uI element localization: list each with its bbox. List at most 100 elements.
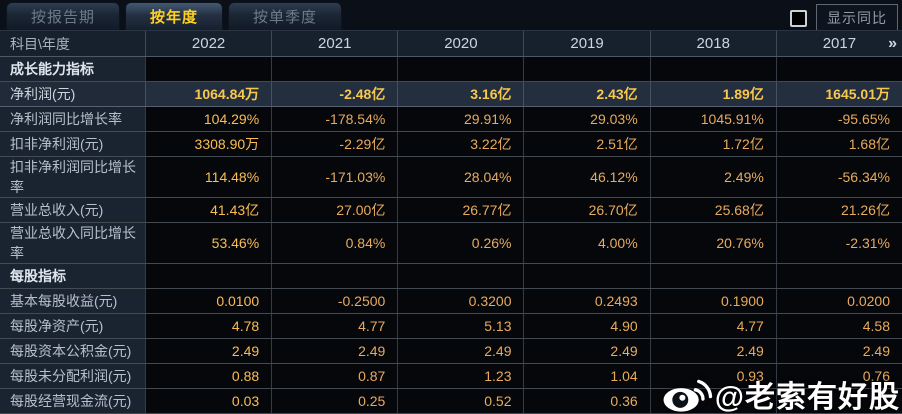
cell-value	[523, 57, 649, 81]
cell-value	[397, 264, 523, 288]
cell-value: 0.3200	[397, 289, 523, 313]
year-label: 2018	[696, 35, 730, 52]
cell-value: 29.03%	[523, 107, 649, 131]
year-label: 2017	[822, 35, 857, 52]
cell-value: 0.76	[775, 364, 902, 388]
table-header-row: 科目\年度 2022 2021 2020 2019 2018 2017 »	[0, 31, 902, 57]
cell-value: 1.68亿	[775, 132, 902, 156]
tab-1[interactable]: 按报告期	[6, 2, 121, 30]
cell-value: 4.58	[775, 314, 902, 338]
cell-value: 3.22亿	[397, 132, 523, 156]
table-row: 每股经营现金流(元) 0.03 0.25 0.52 0.36	[0, 389, 902, 414]
year-header-2020: 2020	[397, 31, 523, 56]
show-yoy-checkbox[interactable]	[790, 9, 807, 27]
show-yoy-label[interactable]: 显示同比	[816, 4, 898, 32]
table-row: 扣非净利润同比增长率 114.48% -171.03% 28.04% 46.12% 2.4…	[0, 157, 902, 198]
table-row: 营业总收入(元) 41.43亿 27.00亿 26.77亿 26.70亿 25.68亿 21…	[0, 198, 902, 223]
cell-value: 1.23	[397, 364, 523, 388]
cell-value: 46.12%	[523, 157, 649, 197]
cell-value: 20.76%	[649, 223, 776, 263]
row-label: 每股经营现金流(元)	[0, 389, 145, 413]
cell-value: 0.03	[145, 389, 271, 413]
cell-value: -171.03%	[271, 157, 397, 197]
cell-value	[271, 57, 397, 81]
cell-value: 2.49%	[649, 157, 776, 197]
cell-value: 27.00亿	[271, 198, 397, 222]
table-row: 净利润同比增长率 104.29% -178.54% 29.91% 29.03% 1045.…	[0, 107, 902, 132]
row-label: 每股资本公积金(元)	[0, 339, 145, 363]
row-label: 营业总收入(元)	[0, 198, 145, 222]
year-header-2017: 2017 »	[775, 31, 902, 56]
cell-value: 1.89亿	[649, 82, 776, 106]
table-body: 成长能力指标 净利润(元) 1064.84万 -2.48亿 3.16亿 2.43亿 1.89…	[0, 57, 902, 414]
cell-value: 0.1900	[649, 289, 776, 313]
cell-value: -2.48亿	[271, 82, 397, 106]
cell-value: 4.90	[523, 314, 649, 338]
cell-value: 1064.84万	[145, 82, 271, 106]
cell-value: 4.77	[271, 314, 397, 338]
year-label: 2019	[570, 35, 604, 52]
cell-value	[523, 264, 649, 288]
cell-value: -178.54%	[271, 107, 397, 131]
cell-value: 29.91%	[397, 107, 523, 131]
cell-value: 21.26亿	[775, 198, 902, 222]
cell-value: 2.43亿	[523, 82, 649, 106]
table-row: 营业总收入同比增长率 53.46% 0.84% 0.26% 4.00% 20.76% -2.…	[0, 223, 902, 264]
year-header-2021: 2021	[271, 31, 397, 56]
cell-value	[271, 264, 397, 288]
row-label: 净利润同比增长率	[0, 107, 145, 131]
cell-value: 0.0100	[145, 289, 271, 313]
cell-value: 0.52	[397, 389, 523, 413]
year-header-2022: 2022	[145, 31, 271, 56]
cell-value: -95.65%	[775, 107, 902, 131]
cell-value: -56.34%	[775, 157, 902, 197]
cell-value: 4.00%	[523, 223, 649, 263]
cell-value: 114.48%	[145, 157, 271, 197]
cell-value: 4.78	[145, 314, 271, 338]
table-row: 每股资本公积金(元) 2.49 2.49 2.49 2.49 2.49 2.49	[0, 339, 902, 364]
tab-3[interactable]: 按单季度	[228, 2, 343, 30]
row-label: 每股未分配利润(元)	[0, 364, 145, 388]
row-label: 成长能力指标	[0, 57, 145, 81]
cell-value	[649, 264, 776, 288]
cell-value: 2.49	[397, 339, 523, 363]
cell-value: 104.29%	[145, 107, 271, 131]
financial-table: 科目\年度 2022 2021 2020 2019 2018 2017 » 成长能力指标 净利润…	[0, 30, 902, 414]
cell-value	[145, 264, 271, 288]
cell-value: 25.68亿	[649, 198, 776, 222]
cell-value	[145, 57, 271, 81]
cell-value: -0.2500	[271, 289, 397, 313]
row-label: 扣非净利润同比增长率	[0, 157, 145, 197]
table-row: 扣非净利润(元) 3308.90万 -2.29亿 3.22亿 2.51亿 1.72亿 1.6…	[0, 132, 902, 157]
show-yoy-control: 显示同比	[790, 4, 898, 32]
cell-value: 1.72亿	[649, 132, 776, 156]
cell-value: 0.84%	[271, 223, 397, 263]
table-row: 每股净资产(元) 4.78 4.77 5.13 4.90 4.77 4.58	[0, 314, 902, 339]
cell-value: 1.04	[523, 364, 649, 388]
cell-value: 26.70亿	[523, 198, 649, 222]
table-row: 净利润(元) 1064.84万 -2.48亿 3.16亿 2.43亿 1.89亿 1645.…	[0, 82, 902, 107]
corner-header: 科目\年度	[0, 31, 145, 56]
row-label: 每股净资产(元)	[0, 314, 145, 338]
cell-value: 2.49	[271, 339, 397, 363]
cell-value: 0.93	[649, 364, 776, 388]
section-row: 成长能力指标	[0, 57, 902, 82]
cell-value	[775, 389, 902, 413]
cell-value: 41.43亿	[145, 198, 271, 222]
cell-value: 3308.90万	[145, 132, 271, 156]
cell-value	[775, 264, 902, 288]
row-label: 营业总收入同比增长率	[0, 223, 145, 263]
cell-value: 3.16亿	[397, 82, 523, 106]
cell-value: 0.87	[271, 364, 397, 388]
cell-value: 2.49	[649, 339, 776, 363]
cell-value: 0.2493	[523, 289, 649, 313]
cell-value	[649, 57, 776, 81]
row-label: 净利润(元)	[0, 82, 145, 106]
cell-value: 0.36	[523, 389, 649, 413]
tab-2[interactable]: 按年度	[125, 2, 224, 30]
row-label: 扣非净利润(元)	[0, 132, 145, 156]
cell-value: 2.49	[523, 339, 649, 363]
cell-value: 1645.01万	[775, 82, 902, 106]
cell-value: 4.77	[649, 314, 776, 338]
more-columns-button[interactable]: »	[888, 34, 897, 52]
